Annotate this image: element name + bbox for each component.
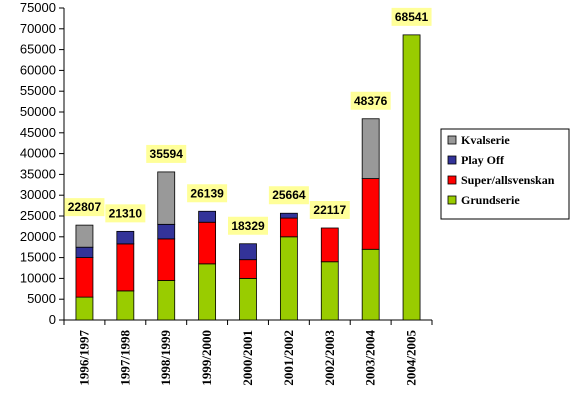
data-label: 68541 xyxy=(395,10,429,24)
bar-segment-grundserie xyxy=(198,263,217,321)
bar-segment-play-off xyxy=(198,210,217,223)
data-label-background xyxy=(268,186,309,205)
legend-label: Kvalserie xyxy=(461,133,510,147)
y-tick-label: 65000 xyxy=(20,42,56,57)
legend-swatch xyxy=(447,175,457,185)
y-tick-label: 50000 xyxy=(20,104,56,119)
x-tick-label: 2002/2003 xyxy=(322,330,337,386)
bar-segment-super-allsvenskan xyxy=(198,221,217,265)
bar-segment-grundserie xyxy=(279,236,298,321)
legend-label: Super/allsvenskan xyxy=(461,173,555,187)
x-tick-label: 2003/2004 xyxy=(363,330,378,386)
x-tick-label: 1999/2000 xyxy=(199,330,214,386)
x-tick-label: 1997/1998 xyxy=(117,330,132,386)
data-label-background xyxy=(105,204,146,223)
legend-swatch xyxy=(447,155,457,165)
bar-segment-grundserie xyxy=(157,280,176,321)
bar-segment-grundserie xyxy=(75,296,94,321)
x-tick-label: 2004/2005 xyxy=(404,330,419,386)
bar-segment-play-off xyxy=(279,212,298,219)
bar-segment-play-off xyxy=(239,243,257,261)
x-tick-label: 1998/1999 xyxy=(158,330,173,386)
bar-segment-super-allsvenskan xyxy=(239,259,257,279)
y-tick-label: 30000 xyxy=(20,187,56,202)
data-label-background xyxy=(228,216,268,235)
y-tick-label: 35000 xyxy=(20,166,56,181)
y-tick-label: 55000 xyxy=(20,83,56,98)
y-tick-label: 20000 xyxy=(20,229,56,244)
data-labels-layer: 22807 21310 35594 26139 18329 25664 22117 48376… xyxy=(64,7,432,235)
data-label-background xyxy=(146,144,187,163)
data-label: 25664 xyxy=(272,188,306,202)
bar-segment-super-allsvenskan xyxy=(361,178,380,250)
y-tick-label: 45000 xyxy=(20,125,56,140)
legend: Kvalserie Play Off Super/allsvenskan Grunds… xyxy=(440,128,570,220)
x-tick-label: 1996/1997 xyxy=(76,330,91,386)
y-tick-label: 25000 xyxy=(20,208,56,223)
y-tick-label: 75000 xyxy=(20,0,56,15)
data-label: 21310 xyxy=(109,206,143,220)
data-label-background xyxy=(187,184,228,203)
bar-segment-grundserie xyxy=(361,248,380,321)
data-label-background xyxy=(350,91,391,110)
bar-segment-kvalserie xyxy=(75,224,94,248)
bar-segment-kvalserie xyxy=(361,118,380,179)
data-label-background xyxy=(64,198,105,217)
legend-label: Play Off xyxy=(461,153,505,167)
y-tick-label: 15000 xyxy=(20,250,56,265)
data-label: 22117 xyxy=(313,203,346,217)
data-label-background xyxy=(391,7,432,26)
bar-segment-kvalserie xyxy=(157,171,176,225)
y-tick-label: 0 xyxy=(49,312,56,327)
bar-segment-play-off xyxy=(116,230,135,245)
y-tick-label: 5000 xyxy=(27,291,56,306)
y-tick-label: 10000 xyxy=(20,270,56,285)
bar-segment-grundserie xyxy=(239,277,257,321)
data-label: 26139 xyxy=(190,186,224,200)
bar-segment-super-allsvenskan xyxy=(279,217,298,238)
bar-segment-play-off xyxy=(157,223,176,240)
bars-layer xyxy=(75,34,421,321)
bar-segment-grundserie xyxy=(320,261,339,321)
bar-segment-super-allsvenskan xyxy=(116,243,135,292)
legend-swatch xyxy=(447,135,457,145)
legend-box xyxy=(440,128,570,220)
x-tick-label: 2001/2002 xyxy=(281,330,296,386)
bar-segment-grundserie xyxy=(116,290,135,321)
data-label: 35594 xyxy=(150,147,184,161)
data-label: 18329 xyxy=(231,219,265,233)
legend-swatch xyxy=(447,195,457,205)
legend-label: Grundserie xyxy=(461,193,520,207)
y-tick-label: 40000 xyxy=(20,146,56,161)
bar-segment-super-allsvenskan xyxy=(157,238,176,281)
y-tick-label: 70000 xyxy=(20,21,56,36)
bar-segment-play-off xyxy=(75,246,94,258)
axes: 0 5000 10000 15000 20000 25000 30000 35000 40000… xyxy=(20,0,433,386)
data-label: 48376 xyxy=(354,94,388,108)
bar-segment-super-allsvenskan xyxy=(75,257,94,298)
data-label: 22807 xyxy=(68,200,102,214)
x-tick-label: 2000/2001 xyxy=(240,330,255,386)
y-tick-label: 60000 xyxy=(20,62,56,77)
data-label-background xyxy=(309,200,350,219)
bar-segment-super-allsvenskan xyxy=(320,227,339,263)
bar-segment-grundserie xyxy=(402,34,421,321)
